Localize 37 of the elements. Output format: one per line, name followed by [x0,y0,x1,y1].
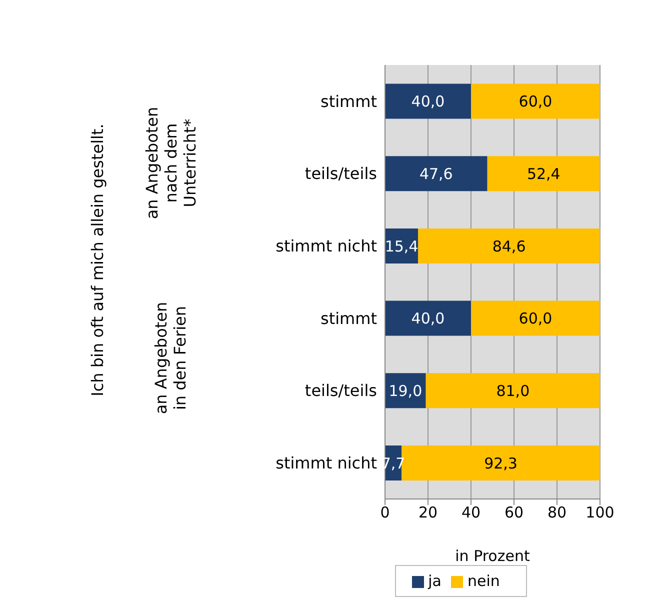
data-label: 84,6 [492,237,526,256]
bar [385,84,471,119]
legend-label: nein [467,572,500,590]
data-label: 60,0 [518,310,552,328]
y-tick-label: teils/teils [304,381,377,400]
data-label: 92,3 [484,454,518,472]
x-tick-label: 100 [586,504,614,522]
data-label: 52,4 [526,164,560,183]
data-label: 60,0 [518,92,552,111]
y-tick-label: teils/teils [304,164,377,184]
x-tick-label: 20 [418,504,438,522]
y-tick-label: stimmt nicht [276,454,377,473]
bar [471,300,600,336]
bar [487,156,600,192]
bar [418,228,600,264]
x-axis-title: in Prozent [455,547,530,565]
bar [385,156,488,192]
data-label: 81,0 [496,382,530,400]
data-label: 19,0 [388,382,422,400]
y-tick-label: stimmt [320,308,377,328]
legend-label: ja [428,572,442,590]
y-tick-label: stimmt nicht [276,236,377,256]
data-label: 15,4 [384,237,418,256]
text: Ich bin oft auf mich allein gestellt. [88,122,106,398]
x-tick-label: 0 [380,504,390,522]
text: an Angeboten in den Ferien [151,300,189,416]
x-tick-label: 40 [461,504,481,522]
bar [426,373,600,408]
data-label: 40,0 [411,92,445,111]
bar [471,84,600,119]
bar [385,300,471,336]
x-tick-label: 80 [547,504,567,522]
y-tick-label: stimmt [320,92,377,111]
data-label: 47,6 [419,164,453,183]
x-tick-label: 60 [504,504,524,522]
text: an Angeboten nach dem Unterricht* [142,105,198,221]
data-label: 40,0 [411,310,445,328]
